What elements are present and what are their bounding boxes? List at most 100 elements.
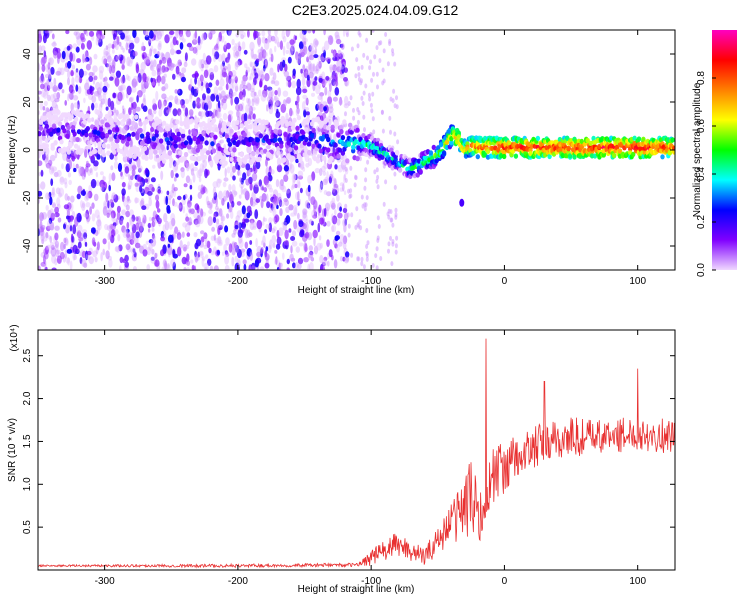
spectrogram-noise-cell (64, 253, 67, 259)
spectrogram-noise-cell (225, 190, 230, 198)
spectrogram-noise-cell (67, 172, 72, 178)
spectrogram-ridge-cell (326, 125, 331, 131)
spectrogram-noise-cell (315, 69, 319, 74)
spectrogram-noise-cell (59, 176, 65, 185)
spectrogram-noise-cell (188, 84, 193, 91)
spectrogram-noise-cell (183, 194, 186, 201)
spectrogram-ridge-cell (106, 150, 111, 156)
spectrogram-noise-cell (308, 63, 312, 74)
spectrogram-noise-cell (360, 261, 364, 267)
spectrogram-noise-cell (276, 236, 282, 246)
spectrogram-noise-cell (140, 80, 146, 90)
spectrogram-noise-cell (111, 44, 115, 49)
spectrogram-noise-cell (40, 83, 45, 90)
spectrogram-noise-cell (121, 181, 126, 188)
spectrogram-noise-cell (175, 30, 179, 39)
spectrogram-noise-cell (228, 70, 233, 78)
spectrogram-noise-cell (125, 204, 130, 211)
spectrogram-noise-cell (262, 235, 266, 245)
spectrogram-noise-cell (363, 185, 367, 191)
spectrogram-noise-cell (299, 229, 305, 235)
spectrogram-noise-cell (358, 32, 362, 38)
spectrogram-noise-cell (39, 215, 42, 224)
spectrogram-noise-cell (285, 99, 291, 104)
spectrogram-noise-cell (349, 165, 353, 171)
spectrogram-noise-cell (164, 220, 170, 231)
spectrogram-noise-cell (286, 96, 292, 104)
spectrogram-ridge-cell (242, 132, 247, 138)
spectrogram-ridge-cell (611, 152, 617, 158)
spectrogram-ridge-cell (79, 148, 85, 154)
spectrogram-noise-cell (184, 159, 190, 169)
spectrogram-noise-cell (291, 240, 298, 247)
spectrogram-noise-cell (72, 43, 78, 49)
snr-y-tick-label: 1.5 (22, 434, 33, 448)
spectrogram-noise-cell (89, 57, 93, 66)
spectrogram-noise-cell (52, 187, 56, 196)
spectrogram-noise-cell (170, 190, 174, 199)
spectrogram-noise-cell (257, 70, 263, 77)
spectrogram-noise-cell (236, 248, 242, 259)
spectrogram-noise-cell (260, 93, 267, 102)
spectrogram-noise-cell (166, 145, 169, 151)
spectrogram-noise-cell (177, 195, 182, 201)
spectrogram-noise-cell (167, 243, 171, 249)
spectrogram-noise-cell (302, 211, 307, 219)
spectrogram-noise-cell (242, 259, 247, 265)
spectrogram-noise-cell (396, 139, 400, 145)
spectrogram-noise-cell (145, 240, 149, 245)
spectrogram-noise-cell (298, 220, 304, 228)
spectrogram-ridge-cell (296, 115, 302, 121)
spectrogram-noise-cell (260, 247, 264, 254)
spectrogram-noise-cell (267, 171, 272, 178)
spectrogram-noise-cell (236, 42, 240, 48)
spectrogram-noise-cell (379, 256, 383, 261)
spectrogram-noise-cell (174, 226, 179, 234)
spectrogram-noise-cell (85, 202, 91, 208)
spectrogram-ridge-cell (282, 157, 287, 163)
spectrogram-noise-cell (286, 41, 290, 50)
spectrogram-noise-cell (256, 245, 262, 255)
spectrogram-noise-cell (232, 74, 238, 81)
spectrogram-noise-cell (54, 206, 59, 214)
spectrogram-noise-cell (38, 62, 41, 72)
spectrogram-noise-cell (198, 215, 204, 225)
spectrogram-noise-cell (52, 85, 58, 93)
spectrogram-noise-cell (297, 57, 301, 66)
spectrogram-noise-cell (334, 87, 340, 96)
spectrogram-ridge-cell (116, 120, 121, 126)
spectrogram-noise-cell (295, 86, 302, 96)
spectrogram-noise-cell (78, 251, 83, 257)
spectrogram-noise-cell (201, 256, 206, 262)
spectrogram-noise-cell (102, 238, 107, 245)
spectrogram-noise-cell (302, 234, 308, 242)
spectrogram-noise-cell (235, 32, 240, 38)
spectrogram-noise-cell (232, 175, 236, 181)
spectrogram-noise-cell (360, 194, 364, 200)
spectrogram-noise-cell (67, 257, 70, 266)
spectrogram-ridge-cell (178, 150, 183, 156)
spectrogram-noise-cell (152, 48, 158, 55)
spectrogram-noise-cell (231, 256, 235, 267)
spectrogram-ridge-cell (311, 127, 316, 133)
spectrogram-noise-cell (250, 90, 256, 98)
spectrogram-ridge-cell (333, 142, 338, 148)
spectrogram-ridge-cell (192, 135, 198, 142)
spectrogram-noise-cell (184, 107, 189, 117)
spectrogram-noise-cell (264, 253, 270, 261)
spectrogram-ridge-cell (109, 117, 114, 123)
spectrogram-noise-cell (97, 222, 102, 231)
spectrogram-noise-cell (56, 197, 61, 207)
spectrogram-noise-cell (164, 67, 167, 74)
spectrogram-noise-cell (85, 214, 91, 223)
spectrogram-noise-cell (61, 50, 66, 60)
spectrogram-noise-cell (138, 167, 143, 173)
spectrogram-noise-cell (242, 218, 246, 224)
spectrogram-noise-cell (47, 219, 52, 230)
spectrogram-noise-cell (274, 103, 278, 113)
spectrogram-noise-cell (53, 77, 57, 87)
spectrogram-noise-cell (371, 263, 375, 268)
spectrogram-noise-cell (233, 191, 238, 196)
spectrogram-noise-cell (238, 30, 244, 36)
spectrogram-noise-cell (196, 87, 199, 94)
